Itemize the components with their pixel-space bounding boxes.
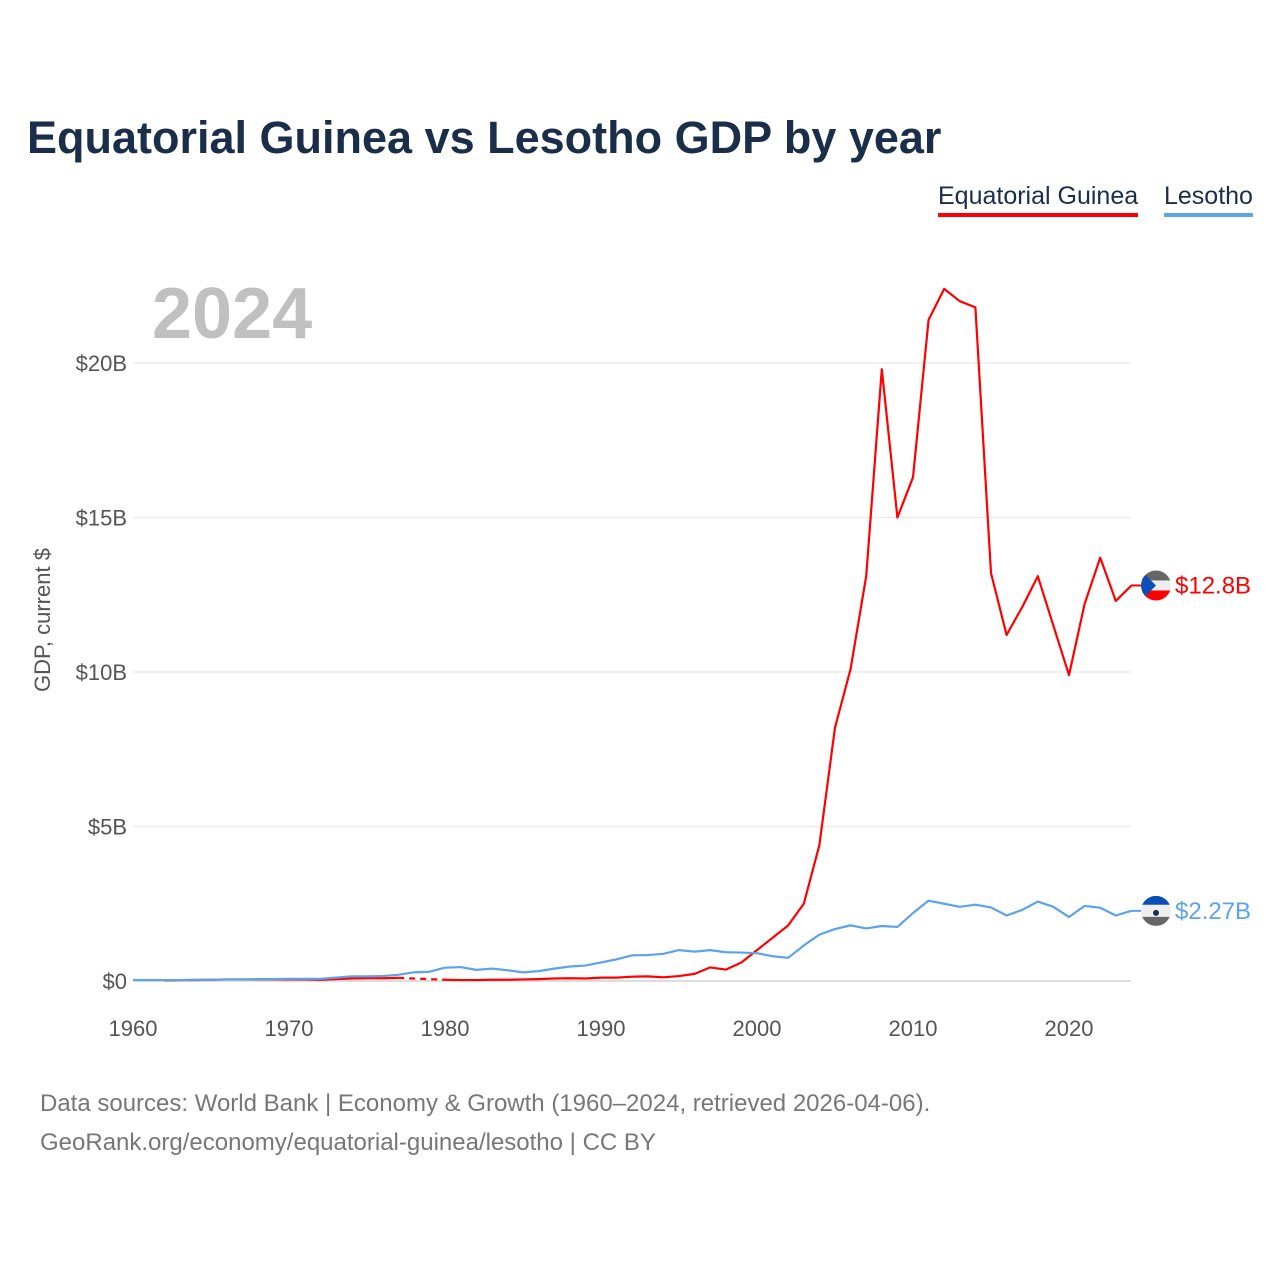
series-line-0 (444, 287, 1133, 982)
source-line-1: Data sources: World Bank | Economy & Gro… (40, 1090, 931, 1117)
year-label: 2024 (152, 274, 312, 354)
flag-triangle (1141, 570, 1156, 601)
chart-title: Equatorial Guinea vs Lesotho GDP by year (27, 112, 942, 163)
lesotho-flag-icon (1141, 895, 1171, 926)
flag (1141, 895, 1171, 926)
legend-lesotho[interactable]: Lesotho (1164, 182, 1253, 217)
flag-stripe (1141, 570, 1171, 581)
flag-stripe (1141, 895, 1171, 905)
x-tick-label: 1990 (577, 1016, 626, 1041)
series-line-1 (133, 899, 1132, 982)
flag (1141, 570, 1171, 601)
x-tick-label: 2000 (733, 1016, 782, 1041)
end-value-label: $2.27B (1175, 898, 1251, 925)
flag-stripe (1141, 590, 1171, 601)
equatorial-guinea-flag-icon (1141, 570, 1171, 601)
legend-equatorial-guinea[interactable]: Equatorial Guinea (938, 182, 1139, 217)
flag-hat (1153, 909, 1159, 916)
y-tick-label: $20B (76, 351, 127, 376)
y-tick-label: $15B (76, 506, 127, 531)
x-tick-label: 2010 (889, 1016, 938, 1041)
source-note: Data sources: World Bank | Economy & Gro… (40, 1084, 930, 1162)
flag-stripe (1141, 916, 1171, 926)
x-tick-label: 1960 (109, 1016, 158, 1041)
y-tick-label: $5B (88, 815, 127, 840)
x-tick-label: 1980 (421, 1016, 470, 1041)
y-tick-label: $10B (76, 660, 127, 685)
x-tick-label: 1970 (265, 1016, 314, 1041)
y-axis-label: GDP, current $ (30, 548, 55, 692)
source-line-2[interactable]: GeoRank.org/economy/equatorial-guinea/le… (40, 1129, 656, 1156)
y-tick-label: $0 (103, 969, 127, 994)
x-tick-label: 2020 (1045, 1016, 1094, 1041)
series-gap-0 (398, 976, 446, 981)
end-value-label: $12.8B (1175, 572, 1251, 599)
